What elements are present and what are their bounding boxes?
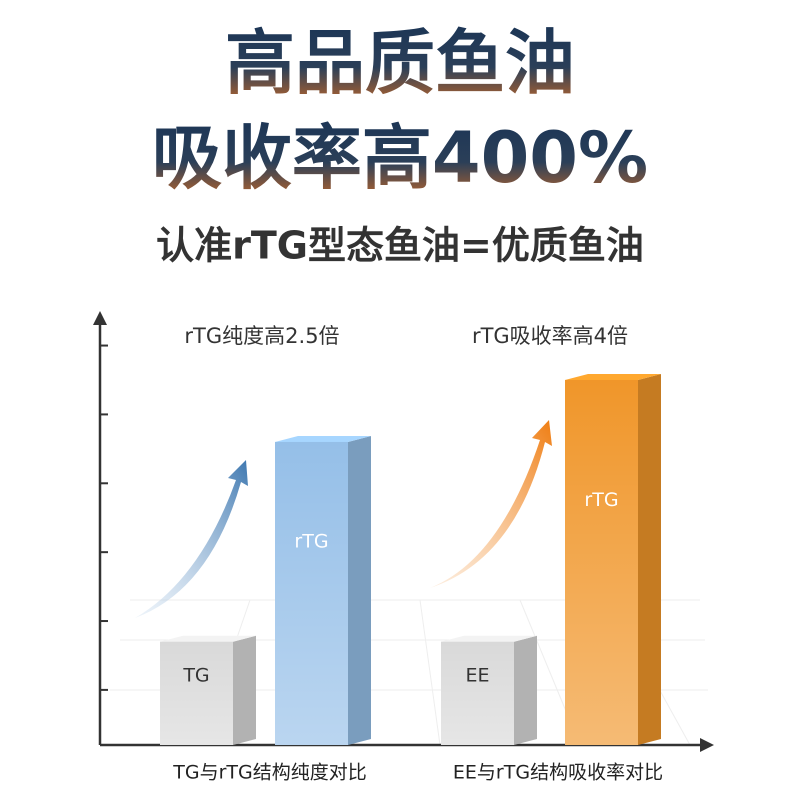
bar-top: [565, 373, 661, 380]
bar-top: [275, 435, 371, 442]
bar-label: rTG: [294, 530, 328, 552]
x-axis-label: TG与rTG结构纯度对比: [172, 762, 366, 784]
bar-label: EE: [465, 664, 489, 686]
bar-side: [514, 635, 537, 745]
bar-top: [441, 635, 537, 642]
subtitle: 认准rTG型态鱼油=优质鱼油: [156, 224, 644, 268]
y-axis-arrow: [93, 311, 107, 325]
chart-title: rTG纯度高2.5倍: [184, 324, 339, 348]
bar-shade: [160, 641, 233, 745]
bar-label: TG: [182, 664, 209, 686]
title-line: 高品质鱼油: [225, 22, 575, 104]
title-line: 吸收率高400%: [152, 117, 648, 199]
x-axis-label: EE与rTG结构吸收率对比: [453, 762, 663, 784]
bar-top: [160, 635, 256, 642]
trend-arrow: [430, 420, 552, 588]
bar-shade: [441, 641, 514, 745]
chart-title: rTG吸收率高4倍: [472, 324, 628, 348]
x-axis-arrow: [700, 738, 714, 752]
bar-side: [233, 635, 256, 745]
bar-shade: [565, 379, 638, 745]
bar-shade: [275, 441, 348, 745]
trend-arrow: [135, 460, 248, 618]
bar-side: [348, 435, 371, 745]
bar-side: [638, 373, 661, 745]
bar-label: rTG: [584, 489, 618, 511]
